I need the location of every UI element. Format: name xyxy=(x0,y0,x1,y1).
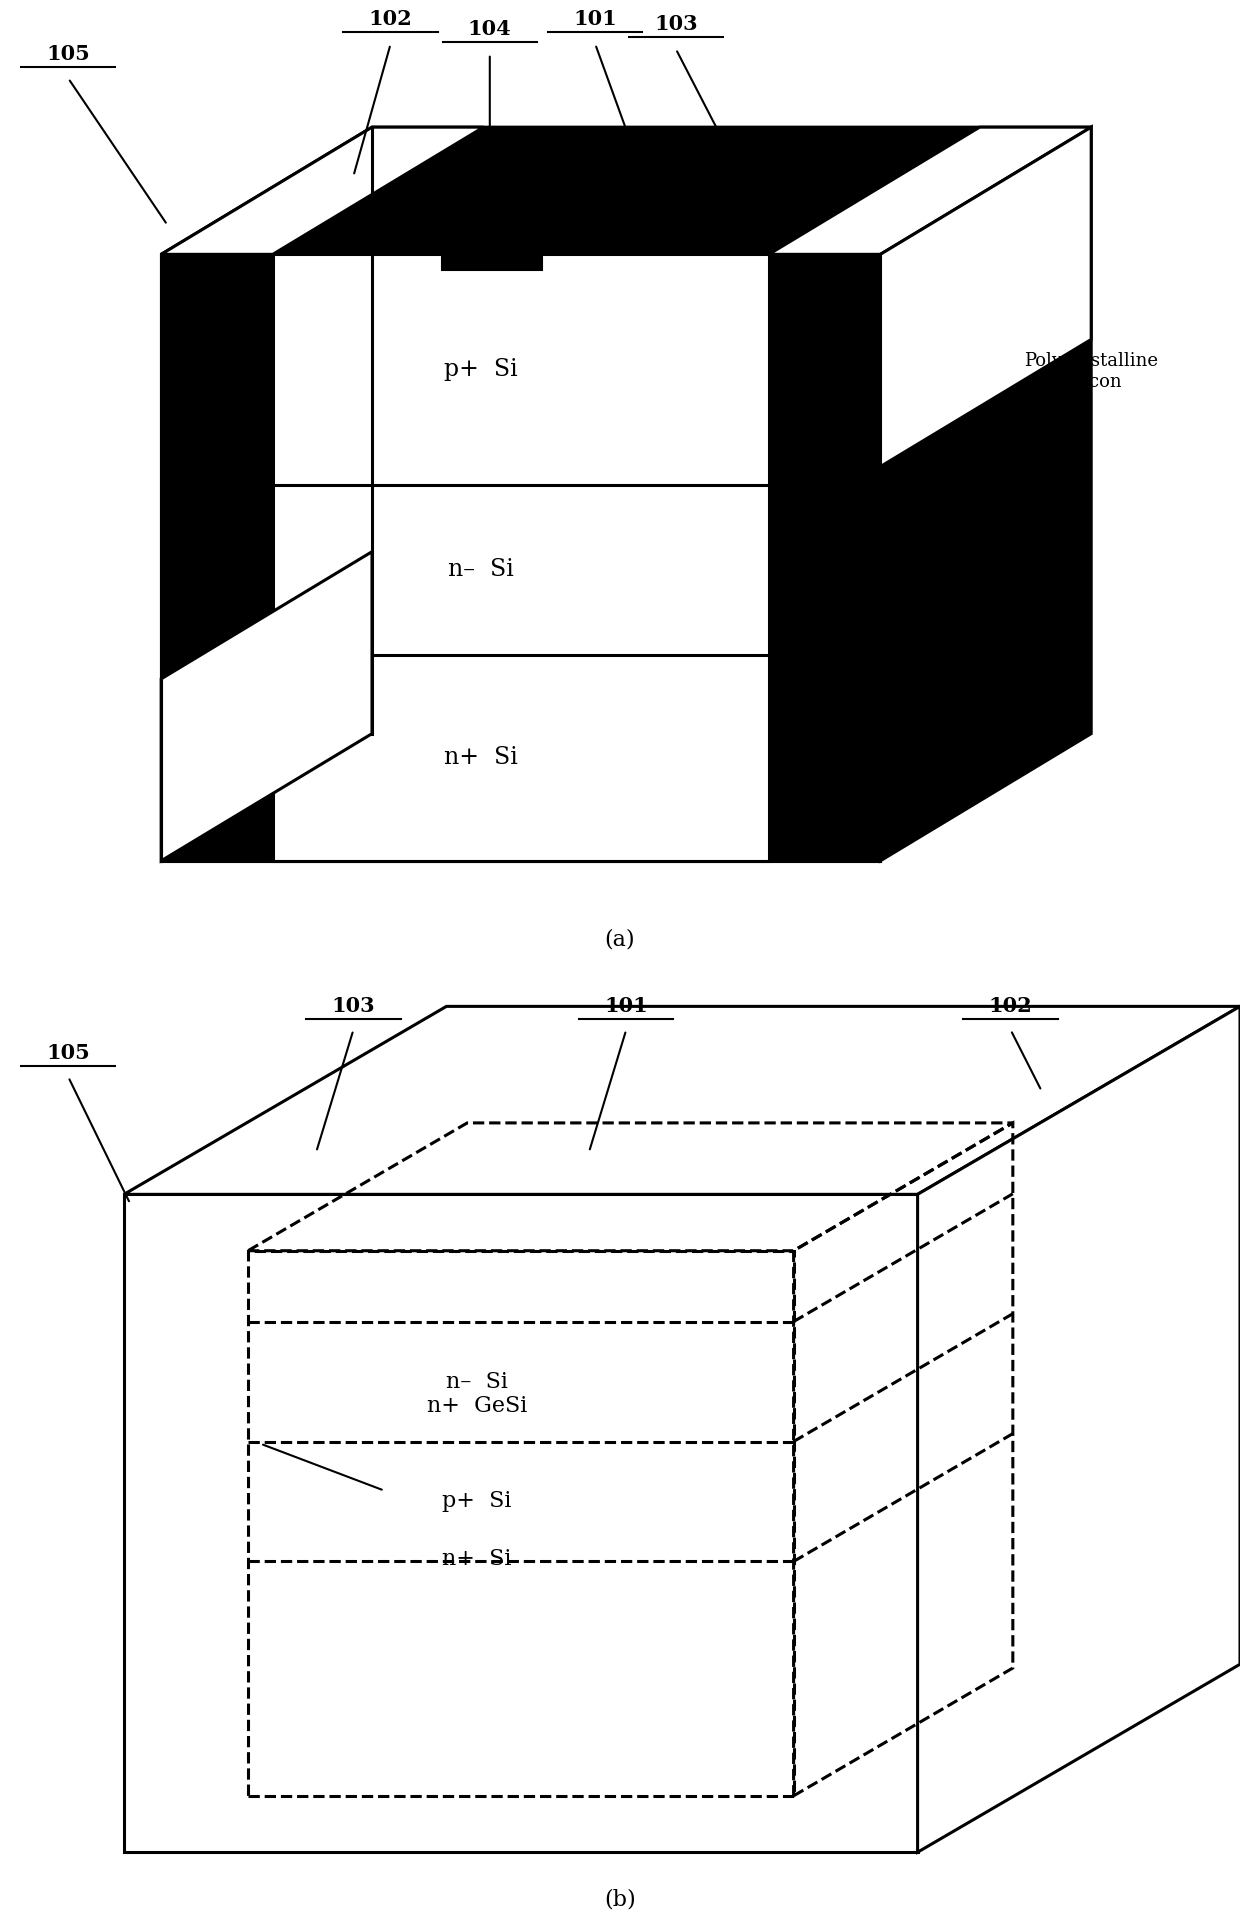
Bar xyxy=(161,255,880,861)
Polygon shape xyxy=(918,1007,1240,1853)
Bar xyxy=(124,1195,918,1853)
Text: Polycrystalline
Silicon: Polycrystalline Silicon xyxy=(1024,353,1158,391)
Text: (a): (a) xyxy=(605,928,635,949)
Polygon shape xyxy=(161,552,372,861)
Text: n+  Si: n+ Si xyxy=(443,1548,512,1569)
Polygon shape xyxy=(161,127,484,255)
Text: n–  Si: n– Si xyxy=(448,558,515,581)
Text: 104: 104 xyxy=(467,19,512,38)
Text: 102: 102 xyxy=(988,995,1033,1017)
Text: 103: 103 xyxy=(331,995,376,1017)
Text: 103: 103 xyxy=(653,13,698,35)
Polygon shape xyxy=(441,190,647,255)
Polygon shape xyxy=(161,127,1091,255)
Text: n–  Si: n– Si xyxy=(446,1371,508,1392)
Text: (b): (b) xyxy=(604,1887,636,1910)
Polygon shape xyxy=(124,1007,1240,1195)
Text: 102: 102 xyxy=(368,10,413,29)
Text: p+  Si: p+ Si xyxy=(443,1490,512,1513)
Polygon shape xyxy=(769,127,1091,255)
Polygon shape xyxy=(880,127,1091,861)
Bar xyxy=(248,1251,794,1795)
Text: 105: 105 xyxy=(46,1043,91,1063)
Polygon shape xyxy=(880,127,1091,466)
Text: 105: 105 xyxy=(46,44,91,63)
Bar xyxy=(273,255,769,861)
Text: p+  Si: p+ Si xyxy=(444,359,518,382)
Bar xyxy=(441,255,542,270)
Text: 101: 101 xyxy=(604,995,649,1017)
Text: n+  GeSi: n+ GeSi xyxy=(427,1394,527,1417)
Text: n+  Si: n+ Si xyxy=(444,746,518,769)
Text: 101: 101 xyxy=(573,10,618,29)
